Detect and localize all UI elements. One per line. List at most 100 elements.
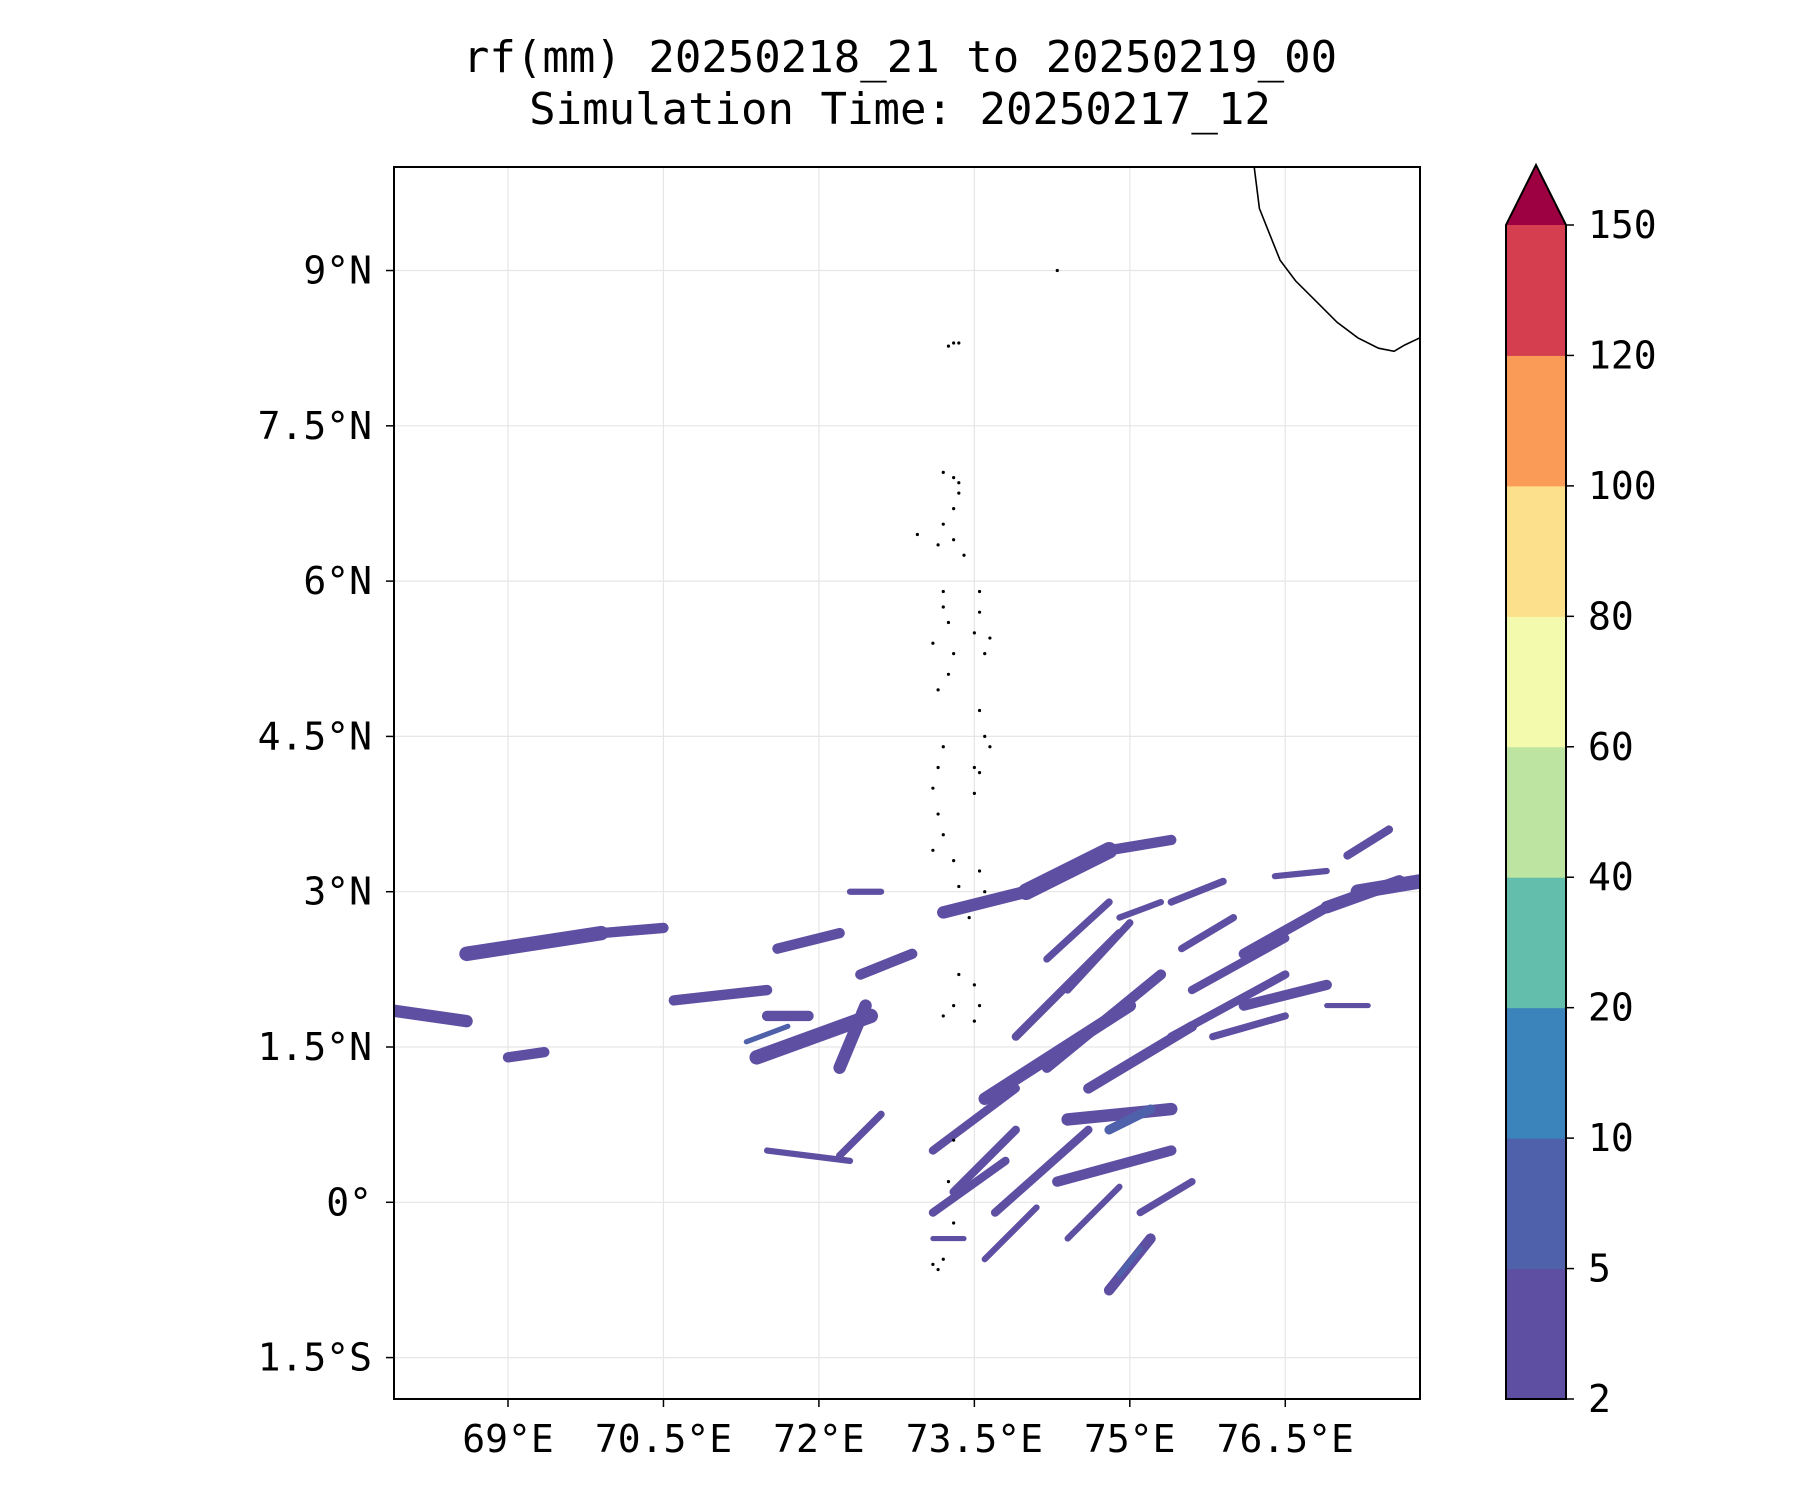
rain-band-47	[1116, 1246, 1143, 1278]
island-1	[952, 341, 956, 345]
rain-band-27	[1064, 1183, 1123, 1242]
island-29	[941, 745, 945, 749]
colorbar-label-7: 100	[1588, 464, 1657, 508]
map-frame	[393, 166, 1421, 1400]
island-41	[972, 983, 976, 987]
x-tick-label-0: 69°E	[462, 1417, 554, 1461]
rain-band-41	[1238, 979, 1332, 1011]
rain-band-1	[459, 925, 609, 962]
chart-title-line-1: rf(mm) 20250218_21 to 20250219_00	[463, 32, 1337, 83]
colorbar-outline	[1505, 162, 1567, 1400]
y-tick-label-2: 6°N	[303, 559, 372, 603]
island-5	[957, 491, 961, 495]
map-gridlines	[394, 167, 1420, 1399]
rain-band-24	[1052, 1145, 1177, 1187]
island-13	[946, 620, 951, 625]
colorbar-label-1: 5	[1588, 1247, 1611, 1291]
y-tick-label-7: 1.5°S	[258, 1336, 372, 1380]
rain-band-44	[1343, 825, 1394, 860]
rain-band-0	[394, 1004, 473, 1028]
island-33	[941, 833, 945, 837]
rain-band-28	[1136, 1177, 1196, 1217]
rain-band-10	[855, 948, 918, 980]
colorbar-segment-2	[1506, 1007, 1566, 1139]
island-16	[946, 672, 951, 676]
island-11	[941, 589, 945, 594]
colorbar-segment-3	[1506, 877, 1566, 1009]
island-50	[936, 1267, 940, 1272]
y-axis: 9°N 7.5°N 6°N 4.5°N 3°N 1.5°N 0° 1.5°S	[258, 249, 394, 1380]
rain-band-36	[1187, 934, 1290, 995]
island-42	[977, 1003, 982, 1008]
x-tick-label-5: 76.5°E	[1217, 1417, 1354, 1461]
rain-band-3	[502, 1046, 550, 1063]
rain-band-4	[668, 984, 773, 1006]
island-47	[946, 1179, 951, 1184]
x-axis: 69°E 70.5°E 72°E 73.5°E 75°E 76.5°E	[462, 1399, 1354, 1461]
rainfall-contours	[394, 825, 1420, 1296]
y-tick-label-1: 7.5°N	[258, 404, 372, 448]
colorbar-segment-0	[1506, 1268, 1566, 1400]
island-36	[957, 884, 961, 889]
island-44	[952, 1003, 956, 1008]
colorbar-label-0: 2	[1588, 1377, 1611, 1421]
rain-band-42	[1209, 1012, 1289, 1041]
rain-band-18	[978, 999, 1137, 1105]
colorbar: 2 5 10 20 40 60 80 100 120 150	[1505, 162, 1657, 1421]
rain-band-12	[1017, 842, 1118, 900]
island-43	[972, 1019, 976, 1023]
island-51	[941, 1257, 945, 1261]
island-30	[936, 765, 940, 770]
colorbar-segment-7	[1506, 355, 1566, 487]
rain-band-22	[990, 1125, 1093, 1217]
colorbar-label-6: 80	[1588, 594, 1634, 638]
island-38	[983, 890, 987, 894]
island-20	[972, 631, 976, 635]
rain-band-46	[1104, 1104, 1156, 1135]
rain-band-13	[1103, 834, 1177, 856]
rain-band-7	[833, 999, 872, 1074]
x-tick-label-1: 70.5°E	[595, 1417, 732, 1461]
colorbar-label-2: 10	[1588, 1116, 1634, 1160]
rain-band-38	[1238, 902, 1332, 960]
rain-band-40	[1350, 874, 1420, 899]
island-18	[977, 589, 982, 594]
y-tick-label-6: 0°	[326, 1180, 372, 1224]
island-46	[952, 1138, 956, 1142]
island-21	[988, 636, 992, 640]
rain-band-25	[928, 1156, 1010, 1217]
island-8	[952, 538, 956, 542]
rain-band-32	[836, 1110, 885, 1160]
island-19	[977, 610, 982, 614]
x-tick-label-4: 75°E	[1084, 1417, 1176, 1461]
colorbar-segment-4	[1506, 746, 1566, 878]
rain-band-16	[1011, 928, 1124, 1041]
island-6	[952, 507, 956, 511]
rain-band-48	[743, 1023, 791, 1045]
island-39	[967, 915, 971, 920]
rain-band-20	[928, 1084, 1020, 1155]
island-9	[962, 553, 966, 557]
rain-band-23	[1061, 1102, 1178, 1126]
rain-band-11	[937, 885, 1033, 919]
island-40	[957, 972, 961, 977]
island-25	[988, 745, 992, 749]
island-48	[952, 1221, 956, 1225]
island-2	[941, 470, 945, 475]
island-31	[931, 786, 935, 790]
island-22	[983, 651, 987, 656]
island-10	[936, 543, 940, 547]
island-15	[952, 651, 956, 656]
colorbar-segment-6	[1506, 485, 1566, 617]
colorbar-segment-1	[1506, 1138, 1566, 1270]
rain-band-8	[772, 927, 845, 954]
island-23	[977, 708, 982, 713]
island-37	[977, 869, 982, 873]
island-26	[972, 765, 976, 770]
island-49	[931, 1262, 935, 1267]
rain-band-33	[1167, 877, 1227, 906]
y-tick-label-0: 9°N	[303, 249, 372, 293]
island-7	[941, 522, 945, 526]
colorbar-extend-arrow	[1506, 165, 1566, 225]
